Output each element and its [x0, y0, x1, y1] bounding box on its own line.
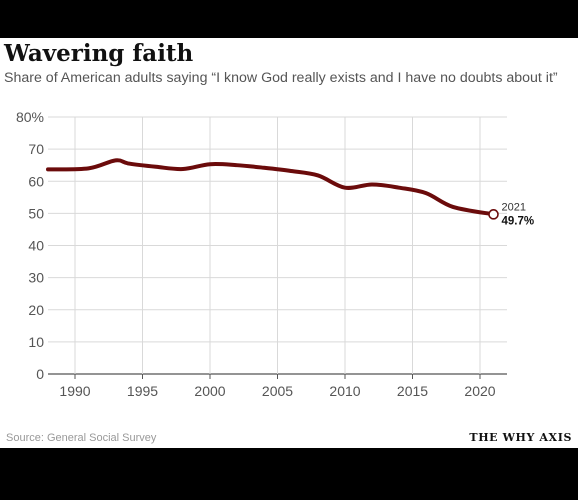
y-tick-label: 10 — [28, 334, 44, 350]
x-axis-ticks: 1990 1995 2000 2005 2010 2015 2020 — [59, 374, 496, 399]
brand-logo: THE WHY AXIS — [469, 431, 572, 444]
chart-card: Wavering faith Share of American adults … — [0, 38, 578, 448]
source-note: Source: General Social Survey — [6, 432, 157, 444]
end-point-marker — [488, 209, 499, 220]
x-tick-label: 1995 — [127, 383, 158, 399]
x-tick-label: 1990 — [59, 383, 90, 399]
y-tick-label: 20 — [28, 302, 44, 318]
x-tick-label: 2000 — [194, 383, 225, 399]
chart-title: Wavering faith — [4, 40, 194, 67]
y-tick-label: 80% — [16, 109, 44, 125]
annotation-value: 49.7% — [502, 215, 535, 227]
y-tick-label: 60 — [28, 173, 44, 189]
end-annotation: 2021 49.7% — [488, 201, 535, 227]
grid-lines — [48, 116, 507, 375]
series-line — [46, 158, 496, 217]
y-tick-label: 70 — [28, 141, 44, 157]
y-tick-label: 40 — [28, 238, 44, 254]
y-tick-label: 0 — [36, 366, 44, 382]
y-tick-label: 30 — [28, 270, 44, 286]
x-tick-label: 2020 — [464, 383, 495, 399]
y-axis-ticks: 0 10 20 30 40 50 60 70 80% — [16, 109, 44, 382]
x-tick-label: 2010 — [329, 383, 360, 399]
y-tick-label: 50 — [28, 205, 44, 221]
line-chart: 0 10 20 30 40 50 60 70 80% 1990 1995 2000 2005 2010 2… — [16, 109, 535, 399]
x-tick-label: 2005 — [262, 383, 293, 399]
data-lines — [46, 158, 496, 217]
x-tick-label: 2015 — [397, 383, 428, 399]
chart-subtitle: Share of American adults saying “I know … — [4, 70, 558, 86]
annotation-year: 2021 — [502, 201, 526, 213]
